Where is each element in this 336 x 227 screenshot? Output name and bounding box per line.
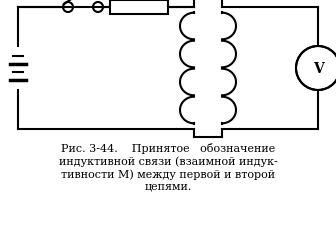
Circle shape [296, 47, 336, 91]
Bar [110, 1, 168, 15]
Text: тивности Μ) между первой и второй: тивности Μ) между первой и второй [61, 168, 275, 179]
Text: V: V [312, 62, 323, 76]
Text: цепями.: цепями. [144, 181, 192, 191]
Text: индуктивной связи (взаимной индук-: индуктивной связи (взаимной индук- [58, 155, 278, 166]
Text: Рис. 3-44.    Принятое   обозначение: Рис. 3-44. Принятое обозначение [61, 142, 275, 153]
